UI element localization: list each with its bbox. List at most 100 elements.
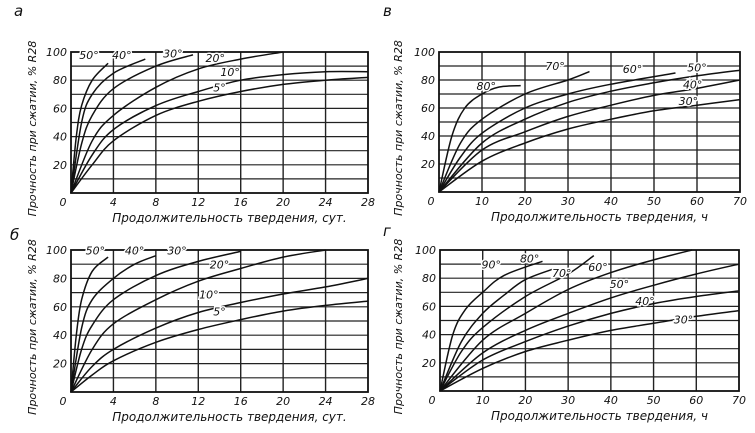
- series-line-40deg: [438, 79, 741, 193]
- panel-2: 0 10 20 30 40 50 60 70 20 40 60 80 100 80° 70° 60° 50° 40…: [383, 2, 747, 224]
- x-tick-label: 0: [428, 195, 435, 208]
- y-tick-label: 100: [415, 244, 436, 257]
- x-tick-label: 20: [518, 394, 532, 407]
- series-label: 40°: [683, 78, 703, 91]
- series-label: 80°: [520, 253, 540, 266]
- series-line-40deg: [70, 58, 146, 194]
- panel-4: 0 10 20 30 40 50 60 70 20 40 60 80 100 90° 80° 70° 60°50…: [383, 222, 746, 423]
- y-tick-label: 20: [421, 158, 435, 171]
- y-tick-label: 40: [53, 131, 67, 144]
- series-label: 30°: [674, 313, 694, 326]
- series-line-80deg: [438, 84, 521, 193]
- x-axis-label: Продолжительность твердения, сут.: [112, 211, 346, 225]
- series-line-70deg: [439, 254, 595, 392]
- y-tick-label: 20: [53, 159, 67, 172]
- x-tick-label: 60: [690, 195, 704, 208]
- x-tick-label: 12: [191, 196, 205, 209]
- series-line-20deg: [70, 51, 284, 194]
- x-tick-label: 28: [361, 196, 375, 209]
- y-tick-label: 40: [53, 329, 67, 342]
- x-tick-label: 50: [647, 195, 661, 208]
- y-tick-label: 100: [46, 46, 67, 59]
- y-tick-label: 20: [53, 358, 67, 371]
- series-label: 10°: [220, 66, 240, 79]
- x-tick-label: 30: [561, 195, 575, 208]
- x-tick-label: 0: [60, 395, 67, 408]
- x-tick-label: 20: [518, 195, 532, 208]
- series-line-40deg: [70, 255, 157, 393]
- y-tick-label: 60: [421, 102, 435, 115]
- x-tick-label: 4: [110, 395, 117, 408]
- series-label: 60°: [623, 63, 643, 76]
- series-line-10deg: [70, 277, 369, 393]
- series-line-5deg: [70, 76, 369, 194]
- x-tick-label: 60: [689, 394, 703, 407]
- y-tick-label: 80: [53, 272, 67, 285]
- series-label: 5°: [213, 81, 226, 94]
- y-axis-label: Прочность при сжатии, % R28: [26, 41, 39, 217]
- series-line-50deg: [439, 263, 740, 392]
- series-label: 30°: [167, 244, 187, 257]
- x-tick-label: 20: [276, 395, 290, 408]
- series-line-20deg: [70, 249, 326, 393]
- series-label: 70°: [552, 267, 572, 280]
- series-label: 5°: [213, 305, 226, 318]
- series-label: 70°: [545, 60, 565, 73]
- y-tick-label: 40: [422, 329, 436, 342]
- y-tick-label: 20: [422, 357, 436, 370]
- series-line-60deg: [439, 249, 693, 392]
- series-label: 30°: [679, 95, 699, 108]
- y-axis-label: Прочность при сжатии, % R28: [26, 239, 39, 415]
- x-tick-label: 50: [647, 394, 661, 407]
- series-label: 50°: [79, 49, 99, 62]
- series-label: 50°: [86, 244, 106, 257]
- series-label: 80°: [477, 80, 497, 93]
- series-label: 90°: [482, 258, 502, 271]
- series-line-40deg: [439, 290, 740, 392]
- x-tick-label: 0: [60, 196, 67, 209]
- series-label: 20°: [210, 258, 230, 271]
- x-tick-label: 70: [733, 195, 747, 208]
- y-tick-label: 60: [422, 300, 436, 313]
- x-tick-label: 70: [732, 394, 746, 407]
- x-tick-label: 16: [234, 196, 248, 209]
- panel-letter: б: [10, 226, 19, 244]
- series-label: 40°: [635, 295, 655, 308]
- x-tick-label: 24: [319, 395, 333, 408]
- x-axis-label: Продолжительность твердения, сут.: [112, 410, 346, 424]
- x-tick-label: 40: [604, 394, 618, 407]
- y-tick-label: 40: [421, 130, 435, 143]
- panel-1: 0 4 8 12 16 20 24 28 20 40 60 80 100 50° 40° 30° 20°10° 5…: [14, 2, 375, 225]
- x-axis-label: Продолжительность твердения, ч: [491, 210, 708, 224]
- series-label: 50°: [687, 62, 707, 75]
- series-line-30deg: [70, 54, 194, 194]
- series-line-60deg: [438, 72, 676, 193]
- series-label: 40°: [112, 49, 132, 62]
- y-tick-label: 60: [53, 102, 67, 115]
- series-line-50deg: [70, 256, 109, 393]
- x-tick-label: 8: [152, 196, 159, 209]
- y-tick-label: 60: [53, 301, 67, 314]
- series-line-30deg: [439, 309, 740, 392]
- x-tick-label: 20: [276, 196, 290, 209]
- plot-frame: [439, 249, 740, 392]
- series-line-5deg: [70, 300, 369, 393]
- series-line-10deg: [70, 70, 369, 194]
- x-tick-label: 10: [476, 394, 490, 407]
- x-tick-label: 24: [319, 196, 333, 209]
- panel-letter: а: [14, 2, 23, 20]
- x-axis-label: Продолжительность твердения, ч: [491, 409, 708, 423]
- series-label: 60°: [588, 261, 608, 274]
- y-tick-label: 80: [422, 272, 436, 285]
- series-label: 40°: [125, 244, 145, 257]
- y-tick-label: 80: [421, 74, 435, 87]
- x-tick-label: 10: [475, 195, 489, 208]
- x-tick-label: 16: [234, 395, 248, 408]
- x-tick-label: 30: [561, 394, 575, 407]
- x-tick-label: 8: [152, 395, 159, 408]
- panel-letter: в: [383, 2, 392, 20]
- series-label: 10°: [199, 288, 219, 301]
- series-line-80deg: [439, 267, 556, 392]
